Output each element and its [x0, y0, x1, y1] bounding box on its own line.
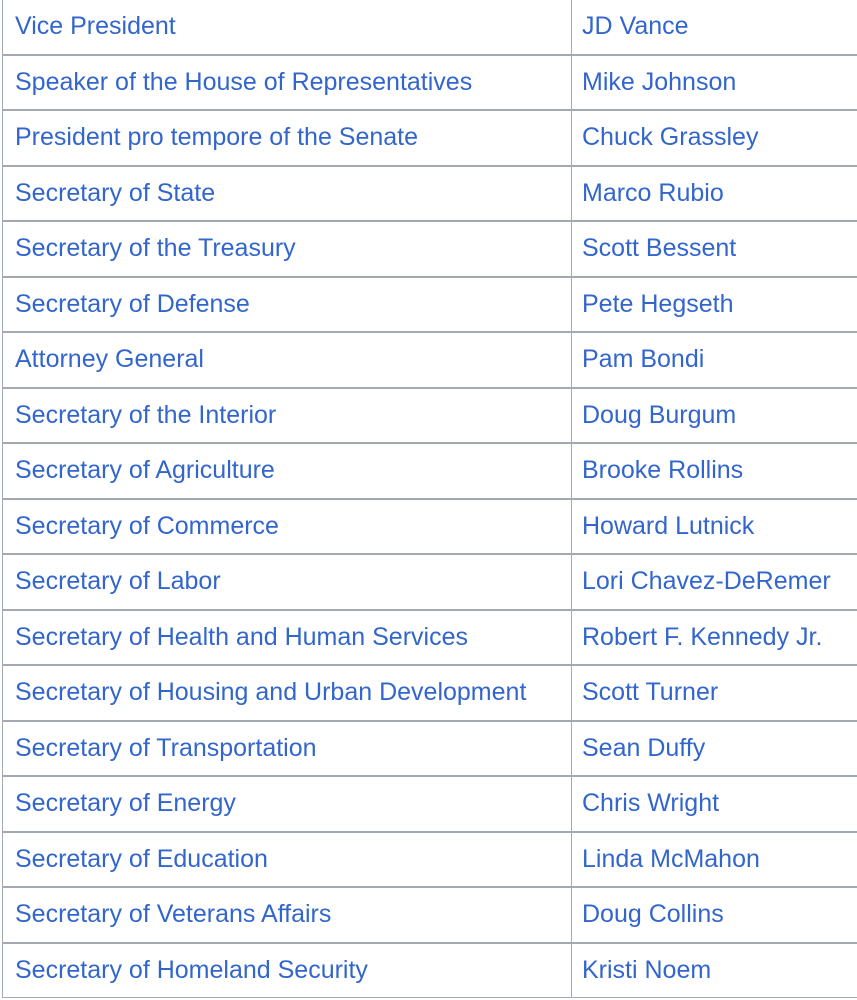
office-link[interactable]: Secretary of Energy — [15, 789, 236, 818]
officeholder-link[interactable]: Brooke Rollins — [582, 456, 744, 485]
office-link[interactable]: Secretary of State — [15, 178, 216, 207]
column-divider — [571, 721, 572, 775]
column-divider — [571, 388, 572, 442]
table-row: Secretary of Veterans Affairs Doug Collin… — [2, 887, 857, 943]
table-row: Secretary of Transportation Sean Duffy — [2, 720, 857, 776]
table-row: Attorney General Pam Bondi — [2, 332, 857, 388]
officeholder-link[interactable]: Doug Burgum — [582, 400, 737, 429]
column-divider — [571, 277, 572, 331]
office-link[interactable]: Secretary of Veterans Affairs — [15, 900, 332, 929]
column-divider — [571, 610, 572, 664]
table-row: Secretary of Education Linda McMahon — [2, 831, 857, 887]
officeholder-link[interactable]: JD Vance — [582, 12, 689, 41]
table-row: Secretary of Housing and Urban Developme… — [2, 665, 857, 721]
officeholder-link[interactable]: Scott Bessent — [582, 234, 737, 263]
table-row: Secretary of State Marco Rubio — [2, 165, 857, 221]
office-link[interactable]: Attorney General — [15, 345, 204, 374]
column-divider — [571, 499, 572, 553]
table-row: Speaker of the House of Representatives M… — [2, 54, 857, 110]
column-divider — [571, 333, 572, 387]
office-link[interactable]: Speaker of the House of Representatives — [15, 67, 473, 96]
table-row: Secretary of Defense Pete Hegseth — [2, 276, 857, 332]
table-row: Secretary of Commerce Howard Lutnick — [2, 498, 857, 554]
column-divider — [571, 666, 572, 720]
column-divider — [571, 222, 572, 276]
table-row: Vice President JD Vance — [2, 0, 857, 55]
office-link[interactable]: Secretary of Transportation — [15, 733, 317, 762]
column-divider — [571, 888, 572, 942]
office-link[interactable]: Secretary of Education — [15, 844, 268, 873]
column-divider — [571, 777, 572, 831]
office-link[interactable]: Secretary of Homeland Security — [15, 955, 368, 984]
office-link[interactable]: President pro tempore of the Senate — [15, 123, 419, 152]
office-link[interactable]: Secretary of Health and Human Services — [15, 622, 468, 651]
officeholder-link[interactable]: Chuck Grassley — [582, 123, 759, 152]
officeholder-link[interactable]: Doug Collins — [582, 900, 724, 929]
office-link[interactable]: Secretary of Commerce — [15, 511, 279, 540]
office-link[interactable]: Secretary of Defense — [15, 289, 250, 318]
column-divider — [571, 55, 572, 109]
column-divider — [571, 0, 572, 54]
officeholder-link[interactable]: Kristi Noem — [582, 955, 712, 984]
table-row: Secretary of Agriculture Brooke Rollins — [2, 443, 857, 499]
table-row: Secretary of the Treasury Scott Bessent — [2, 221, 857, 277]
officeholder-link[interactable]: Lori Chavez-DeRemer — [582, 567, 831, 596]
officeholder-link[interactable]: Howard Lutnick — [582, 511, 755, 540]
office-link[interactable]: Secretary of the Treasury — [15, 234, 296, 263]
table-row: Secretary of the Interior Doug Burgum — [2, 387, 857, 443]
officeholder-link[interactable]: Scott Turner — [582, 678, 719, 707]
office-link[interactable]: Secretary of Agriculture — [15, 456, 275, 485]
table-row: Secretary of Health and Human Services Ro… — [2, 609, 857, 665]
officeholder-link[interactable]: Sean Duffy — [582, 733, 706, 762]
column-divider — [571, 832, 572, 886]
officeholder-link[interactable]: Mike Johnson — [582, 67, 737, 96]
column-divider — [571, 166, 572, 220]
column-divider — [571, 111, 572, 165]
office-link[interactable]: Secretary of Housing and Urban Developme… — [15, 678, 527, 707]
officeholder-link[interactable]: Chris Wright — [582, 789, 720, 818]
table-row: Secretary of Homeland Security Kristi Noe… — [2, 942, 857, 998]
officeholder-link[interactable]: Marco Rubio — [582, 178, 724, 207]
office-link[interactable]: Vice President — [15, 12, 176, 41]
table-row: Secretary of Labor Lori Chavez-DeRemer — [2, 554, 857, 610]
office-link[interactable]: Secretary of the Interior — [15, 400, 277, 429]
column-divider — [571, 444, 572, 498]
office-link[interactable]: Secretary of Labor — [15, 567, 221, 596]
table-row: Secretary of Energy Chris Wright — [2, 776, 857, 832]
column-divider — [571, 943, 572, 997]
officeholder-link[interactable]: Pam Bondi — [582, 345, 705, 374]
officeholder-link[interactable]: Pete Hegseth — [582, 289, 734, 318]
officeholder-link[interactable]: Linda McMahon — [582, 844, 760, 873]
table-row: President pro tempore of the Senate Chuck… — [2, 110, 857, 166]
officeholder-link[interactable]: Robert F. Kennedy Jr. — [582, 622, 823, 651]
column-divider — [571, 555, 572, 609]
